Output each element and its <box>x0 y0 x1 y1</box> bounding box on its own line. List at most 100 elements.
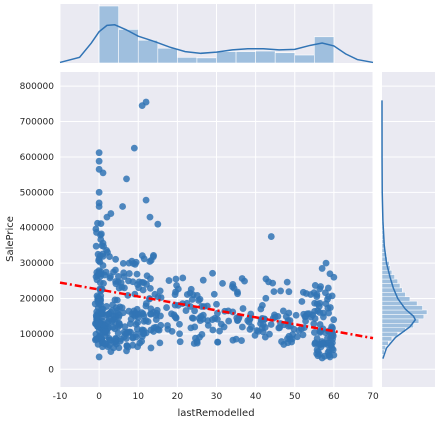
scatter-point <box>104 248 111 256</box>
scatter-point <box>93 313 100 321</box>
scatter-point <box>199 276 207 284</box>
marginal-y-bar <box>381 278 398 284</box>
marginal-y-panel <box>381 72 435 387</box>
scatter-point <box>115 284 123 292</box>
scatter-point <box>142 196 150 204</box>
scatter-point <box>209 326 217 334</box>
marginal-y-bar <box>381 327 406 333</box>
scatter-point <box>100 242 107 250</box>
scatter-point <box>313 291 321 298</box>
scatter-point <box>170 311 178 319</box>
scatter-point <box>126 320 134 328</box>
scatter-point <box>102 340 109 348</box>
scatter-point <box>105 317 112 325</box>
scatter-point <box>91 300 99 308</box>
scatter-point <box>330 273 338 281</box>
marginal-y-bar <box>381 314 425 320</box>
scatter-point <box>119 203 126 210</box>
marginal-y-bar <box>381 269 393 275</box>
scatter-point <box>196 333 203 341</box>
scatter-point <box>322 259 330 267</box>
scatter-point <box>140 279 148 287</box>
scatter-point <box>132 331 140 338</box>
scatter-point <box>318 354 326 362</box>
y-tick-label: 0 <box>48 365 54 375</box>
scatter-point <box>310 329 318 336</box>
scatter-point <box>156 287 164 295</box>
y-tick-label: 100000 <box>20 330 55 340</box>
marginal-y-bar <box>381 331 398 337</box>
scatter-point <box>258 324 266 332</box>
scatter-point <box>129 260 137 267</box>
scatter-point <box>316 329 324 336</box>
marginal-y-bar <box>381 261 390 267</box>
scatter-point <box>93 292 101 300</box>
scatter-point <box>285 309 293 317</box>
scatter-point <box>313 346 321 354</box>
scatter-point <box>232 335 240 343</box>
scatter-point <box>193 292 201 299</box>
scatter-point <box>318 265 326 272</box>
scatter-point <box>238 337 245 344</box>
scatter-point <box>140 330 148 338</box>
scatter-point <box>285 288 293 296</box>
scatter-point <box>276 324 284 332</box>
scatter-point <box>138 102 146 110</box>
marginal-y-bar <box>381 340 389 346</box>
scatter-point <box>95 188 103 196</box>
scatter-point <box>265 278 272 286</box>
scatter-points <box>91 98 338 362</box>
marginal-x-panel <box>59 4 374 64</box>
scatter-point <box>118 304 126 312</box>
x-tick-label: 10 <box>133 392 145 402</box>
scatter-point <box>277 287 285 295</box>
scatter-point <box>283 278 291 286</box>
scatter-point <box>147 344 155 352</box>
scatter-point <box>146 258 154 265</box>
scatter-point <box>295 327 303 334</box>
scatter-point <box>270 288 278 296</box>
y-tick-label: 500000 <box>20 188 55 198</box>
scatter-point <box>135 284 143 292</box>
scatter-point <box>278 338 285 345</box>
marginal-y-bar <box>381 336 393 342</box>
x-tick-label: 30 <box>211 392 223 402</box>
scatter-point <box>95 149 103 157</box>
scatter-point <box>298 298 306 305</box>
scatter-point <box>199 315 207 323</box>
scatter-point <box>129 278 137 286</box>
scatter-point <box>204 321 212 329</box>
scatter-point <box>101 271 109 279</box>
y-tick-label: 200000 <box>20 295 55 305</box>
scatter-point <box>146 275 154 283</box>
scatter-point <box>325 309 333 317</box>
scatter-point <box>109 301 117 309</box>
x-tick-label: 40 <box>250 392 262 402</box>
scatter-point <box>311 315 319 322</box>
scatter-point <box>157 321 165 329</box>
marginal-y-kde <box>381 100 417 359</box>
scatter-point <box>216 327 223 335</box>
scatter-point <box>116 321 124 329</box>
scatter-point <box>109 323 117 331</box>
scatter-point <box>146 213 154 221</box>
marginal-x-bar <box>137 39 159 64</box>
scatter-point <box>94 250 102 258</box>
scatter-point <box>156 339 164 347</box>
scatter-point <box>191 307 198 315</box>
marginal-x-bar <box>314 36 335 64</box>
x-tick-label: 20 <box>172 392 184 402</box>
scatter-point <box>125 270 133 277</box>
scatter-point <box>310 320 318 328</box>
scatter-point <box>200 303 208 310</box>
scatter-point <box>146 284 154 292</box>
scatter-point <box>134 319 141 327</box>
scatter-point <box>316 309 324 316</box>
scatter-point <box>95 157 103 165</box>
scatter-point <box>119 259 127 267</box>
x-axis-label: lastRemodelled <box>177 408 254 419</box>
scatter-point <box>311 282 319 289</box>
scatter-point <box>267 233 275 240</box>
scatter-point <box>95 270 103 278</box>
scatter-point <box>316 299 324 307</box>
